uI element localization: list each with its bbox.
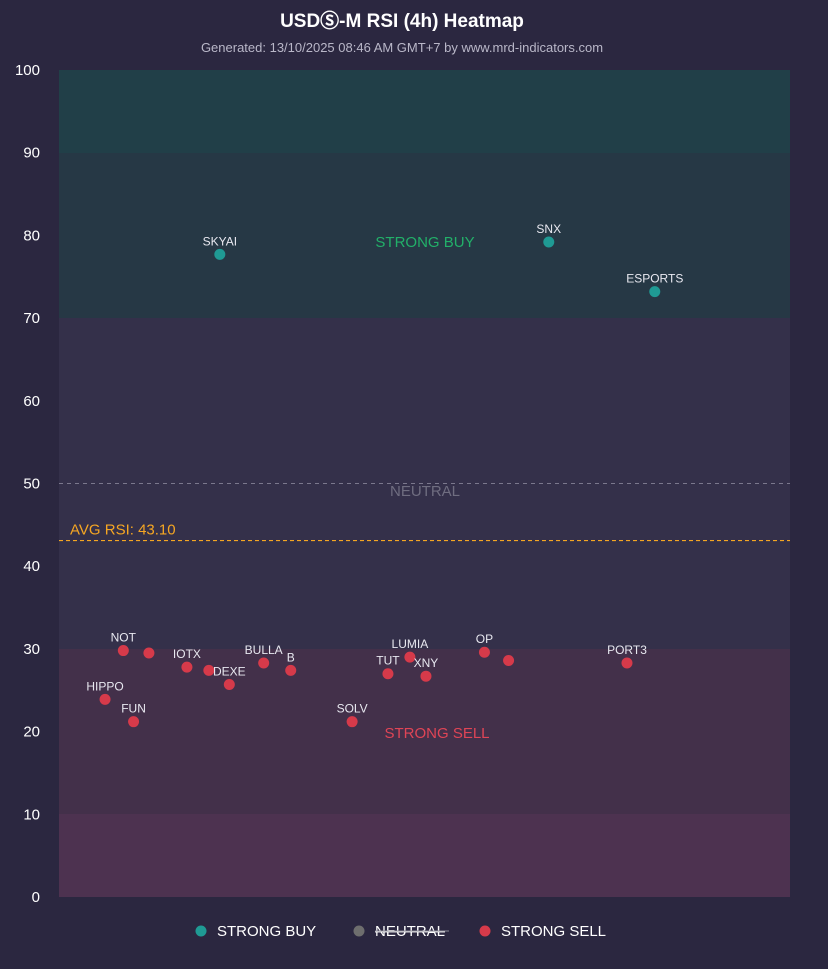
- legend-item-strong-buy[interactable]: STRONG BUY: [195, 923, 317, 940]
- data-point[interactable]: [420, 670, 432, 682]
- data-point-label: IOTX: [173, 647, 201, 661]
- data-point-label: SNX: [536, 222, 561, 236]
- data-point-label: ESPORTS: [626, 272, 683, 286]
- data-point-label: B: [287, 650, 295, 664]
- data-point-label: XNY: [414, 656, 439, 670]
- data-point[interactable]: [214, 248, 226, 260]
- data-point[interactable]: [478, 646, 490, 658]
- data-point-label: LUMIA: [392, 637, 429, 651]
- y-tick-label: 40: [23, 558, 40, 575]
- neutral-zone-label: NEUTRAL: [390, 483, 460, 500]
- data-point[interactable]: [404, 651, 416, 663]
- data-point[interactable]: [99, 693, 111, 705]
- legend-item-neutral[interactable]: NEUTRAL: [353, 923, 450, 940]
- data-point[interactable]: [258, 657, 270, 669]
- data-point[interactable]: [543, 236, 555, 248]
- legend-item-strong-sell[interactable]: STRONG SELL: [479, 923, 607, 940]
- data-point-label: BULLA: [245, 643, 283, 657]
- data-point-label: TUT: [376, 654, 400, 668]
- zone-bands: [59, 70, 790, 897]
- y-tick-label: 30: [23, 641, 40, 658]
- data-point-label: FUN: [121, 702, 146, 716]
- y-tick-label: 20: [23, 724, 40, 741]
- y-tick-label: 70: [23, 310, 40, 327]
- data-point[interactable]: [621, 657, 633, 669]
- data-point[interactable]: [649, 286, 661, 298]
- band-90-100: [59, 70, 790, 153]
- chart-title: USDⓈ-M RSI (4h) Heatmap: [280, 9, 524, 32]
- data-point[interactable]: [117, 645, 129, 657]
- data-point[interactable]: [203, 664, 215, 676]
- legend-label-strong-buy: STRONG BUY: [217, 923, 316, 940]
- y-axis: 0 10 20 30 40 50 60 70 80 90 100: [15, 62, 40, 906]
- legend-marker-strong-buy: [195, 925, 207, 937]
- band-70-90: [59, 153, 790, 318]
- data-point[interactable]: [503, 654, 515, 666]
- data-point[interactable]: [181, 661, 193, 673]
- data-point[interactable]: [143, 647, 155, 659]
- y-tick-label: 80: [23, 227, 40, 244]
- legend: STRONG BUY NEUTRAL STRONG SELL: [195, 923, 607, 940]
- legend-marker-strong-sell: [479, 925, 491, 937]
- data-point-label: SOLV: [337, 702, 368, 716]
- y-tick-label: 90: [23, 145, 40, 162]
- legend-label-strong-sell: STRONG SELL: [501, 923, 606, 940]
- data-point[interactable]: [285, 664, 297, 676]
- data-point-label: OP: [476, 632, 493, 646]
- y-tick-label: 100: [15, 62, 40, 79]
- band-0-10: [59, 814, 790, 897]
- data-point-label: DEXE: [213, 664, 246, 678]
- data-point-label: NOT: [111, 631, 137, 645]
- y-tick-label: 50: [23, 476, 40, 493]
- y-tick-label: 60: [23, 393, 40, 410]
- avg-rsi-label: AVG RSI: 43.10: [70, 522, 176, 539]
- data-points: SKYAI SNX ESPORTS NOT HIPPO FUN IOTX DEXE BULLA B…: [86, 222, 683, 728]
- strong-buy-zone-label: STRONG BUY: [375, 234, 474, 251]
- data-point-label: PORT3: [607, 643, 647, 657]
- data-point-label: SKYAI: [203, 234, 237, 248]
- y-tick-label: 0: [32, 889, 40, 906]
- data-point[interactable]: [346, 716, 358, 728]
- y-tick-label: 10: [23, 806, 40, 823]
- data-point[interactable]: [223, 678, 235, 690]
- data-point[interactable]: [128, 716, 140, 728]
- data-point[interactable]: [382, 668, 394, 680]
- chart-subtitle: Generated: 13/10/2025 08:46 AM GMT+7 by …: [201, 40, 603, 55]
- data-point-label: HIPPO: [86, 679, 123, 693]
- strong-sell-zone-label: STRONG SELL: [384, 725, 489, 742]
- legend-marker-neutral: [353, 925, 365, 937]
